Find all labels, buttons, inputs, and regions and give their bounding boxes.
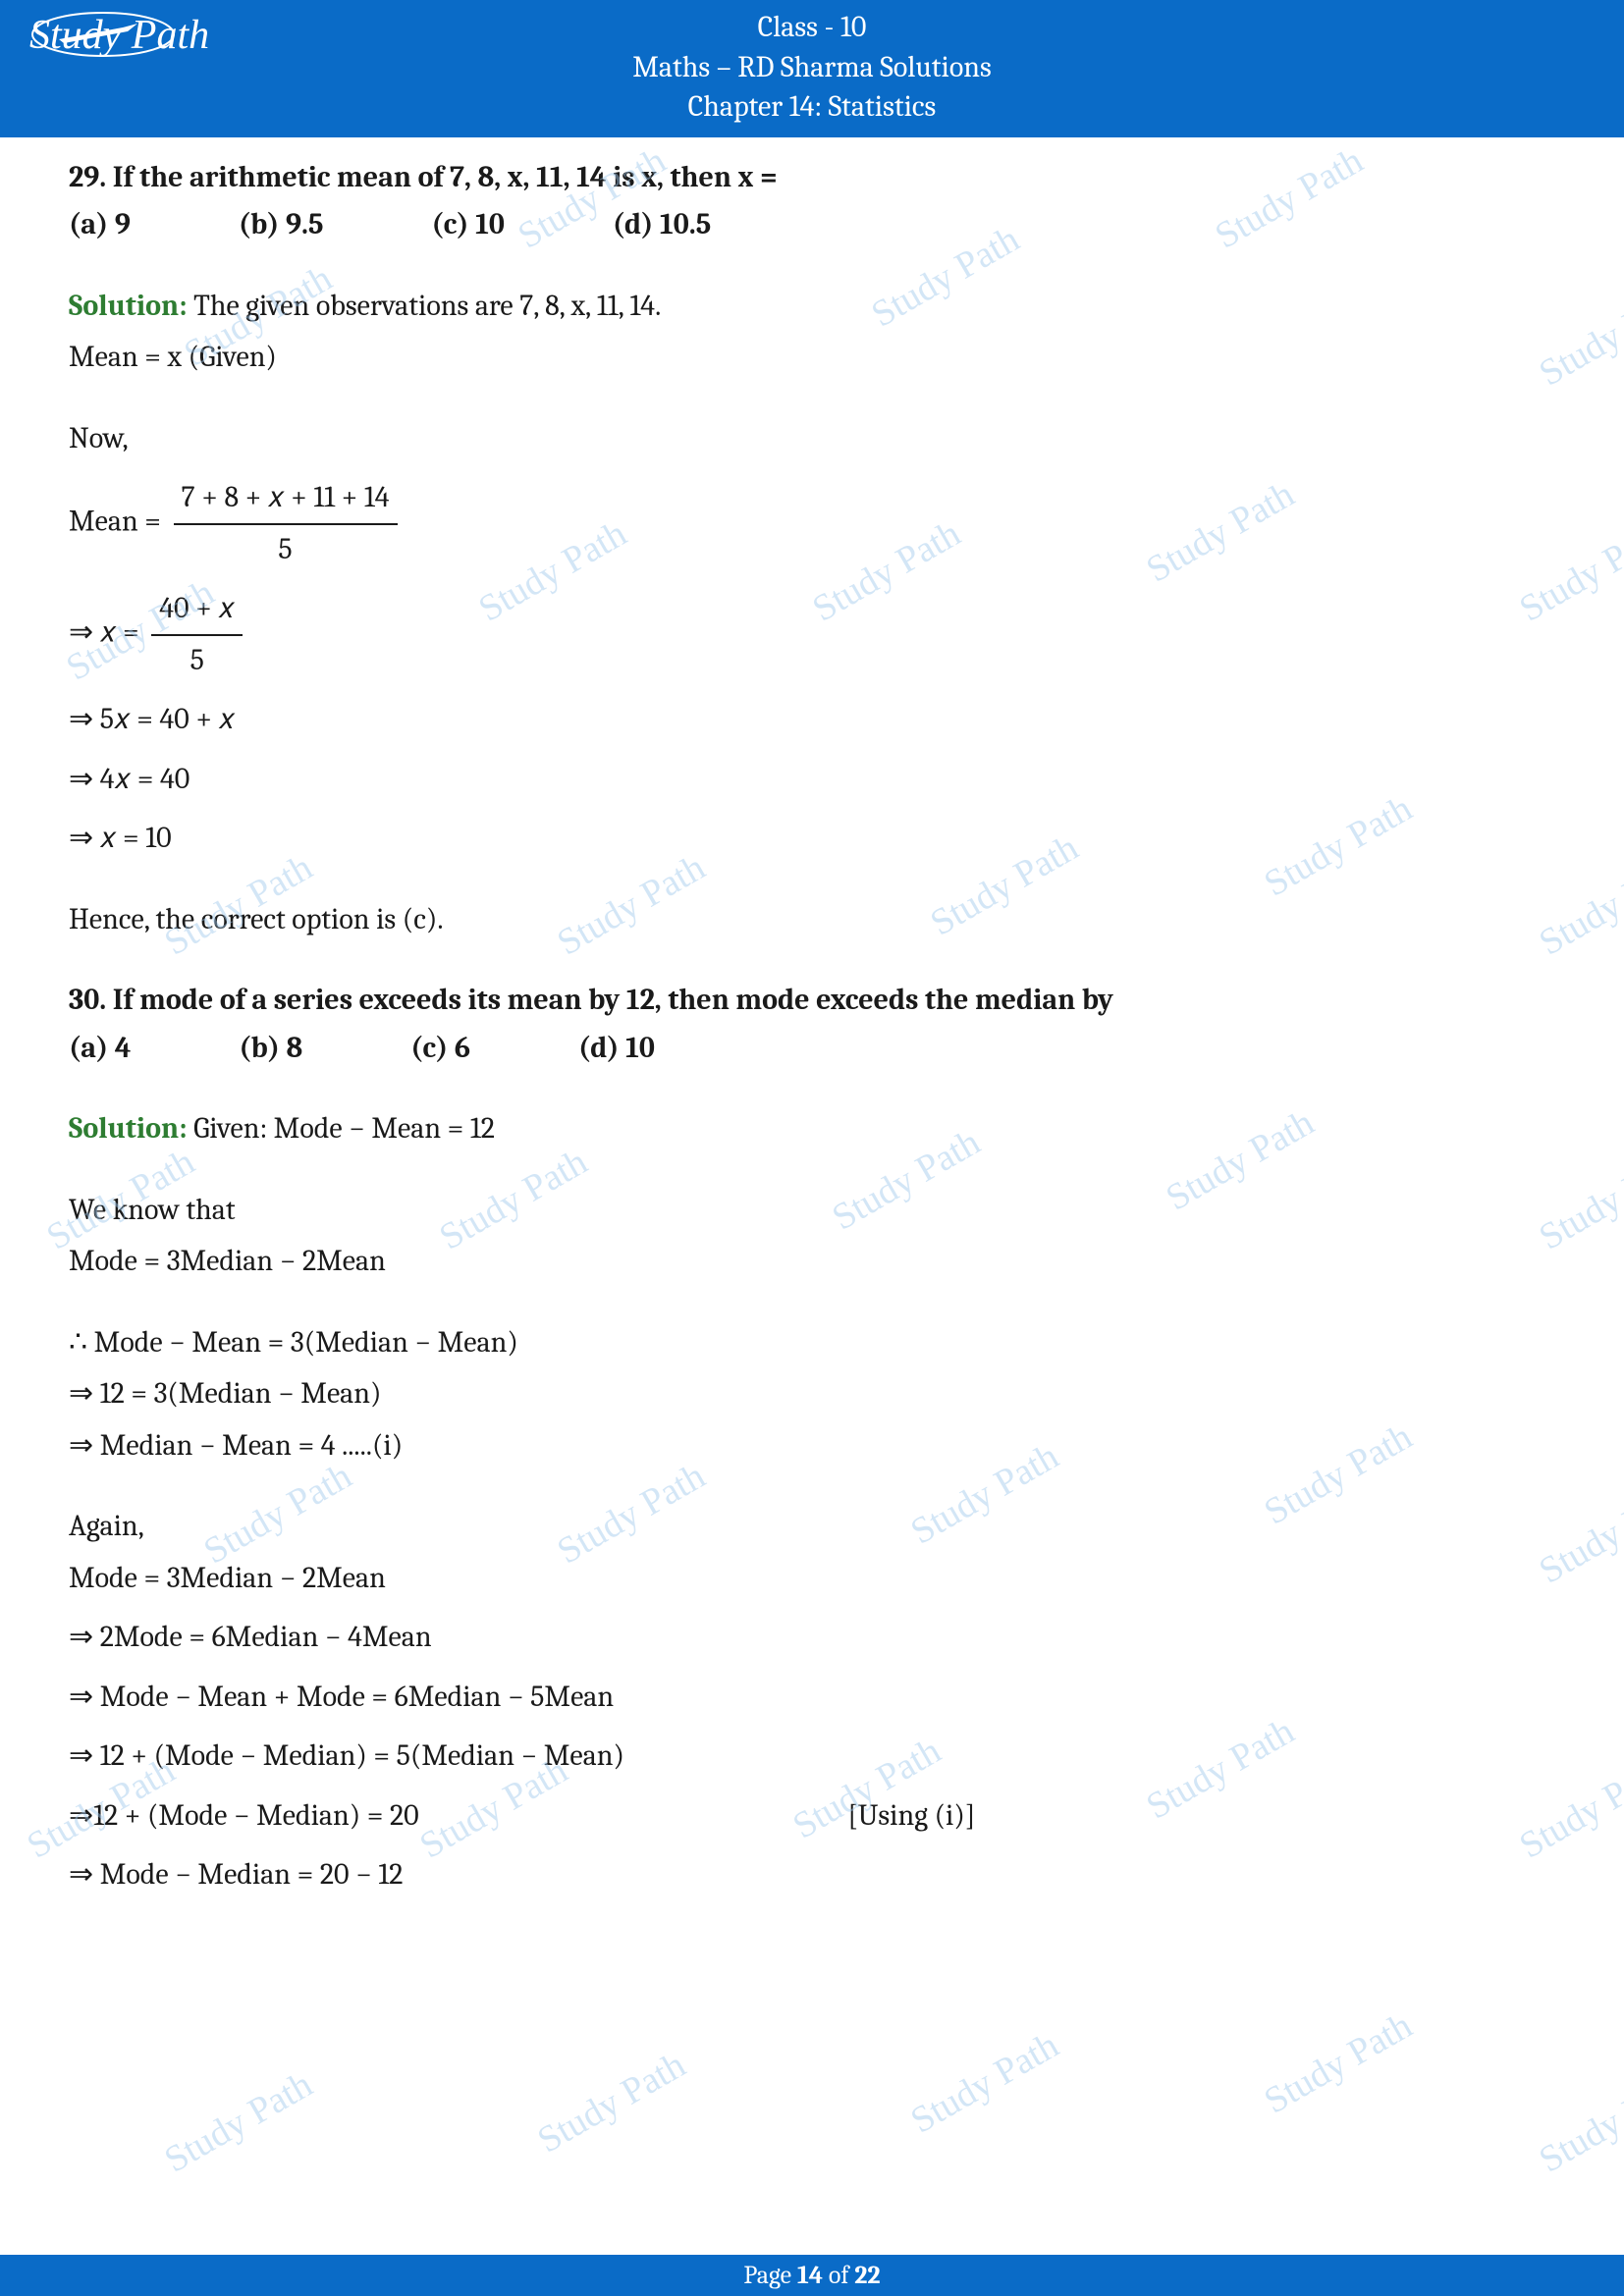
option-d: (d) 10 xyxy=(578,1026,655,1072)
solution-29: Solution: The given observations are 7, … xyxy=(69,284,1555,381)
frac1-den: 5 xyxy=(174,525,398,573)
line8: ⇒12 + (Mode − Median) = 20 [Using (i)] xyxy=(69,1793,1555,1840)
conclusion-29: Hence, the correct option is (c). xyxy=(69,897,1555,943)
option-d: (d) 10.5 xyxy=(613,202,711,248)
step2-prefix: ⇒ 𝑥 = xyxy=(69,615,145,650)
line6: ⇒ Mode − Mean + Mode = 6Median − 5Mean xyxy=(69,1675,1555,1721)
option-c: (c) 10 xyxy=(432,202,505,248)
we-know-label: We know that xyxy=(69,1188,1555,1234)
watermark-text: Study Path xyxy=(1257,2004,1420,2123)
step-5: ⇒ 𝑥 = 10 xyxy=(69,816,1555,862)
option-b: (b) 9.5 xyxy=(239,202,324,248)
solution-30: Solution: Given: Mode − Mean = 12 xyxy=(69,1106,1555,1152)
solution-label: Solution: xyxy=(69,289,188,323)
header-chapter: Chapter 14: Statistics xyxy=(0,87,1624,128)
fraction-1: 7 + 8 + 𝑥 + 11 + 14 5 xyxy=(174,475,398,572)
line5: ⇒ 2Mode = 6Median − 4Mean xyxy=(69,1615,1555,1661)
question-29-options: (a) 9 (b) 9.5 (c) 10 (d) 10.5 xyxy=(69,202,1555,248)
step-4: ⇒ 4𝑥 = 40 xyxy=(69,757,1555,803)
line7: ⇒ 12 + (Mode − Median) = 5(Median − Mean… xyxy=(69,1734,1555,1780)
line8-left: ⇒12 + (Mode − Median) = 20 xyxy=(69,1798,419,1833)
step-2: ⇒ 𝑥 = 40 + 𝑥 5 xyxy=(69,586,1555,683)
header-subject: Maths – RD Sharma Solutions xyxy=(0,48,1624,88)
logo-text: Study Path xyxy=(29,8,209,64)
footer-page: 14 xyxy=(797,2261,823,2290)
option-a: (a) 9 xyxy=(69,202,131,248)
header-class: Class - 10 xyxy=(0,8,1624,48)
footer-mid: of xyxy=(823,2261,854,2290)
derivation-1: ∴ Mode − Mean = 3(Median − Mean) ⇒ 12 = … xyxy=(69,1320,1555,1469)
mean-prefix: Mean = xyxy=(69,505,168,539)
again-block: Again, Mode = 3Median − 2Mean ⇒ 2Mode = … xyxy=(69,1504,1555,1898)
frac1-num: 7 + 8 + 𝑥 + 11 + 14 xyxy=(174,475,398,525)
option-c: (c) 6 xyxy=(410,1026,470,1072)
option-b: (b) 8 xyxy=(239,1026,302,1072)
frac2-num: 40 + 𝑥 xyxy=(151,586,243,636)
fraction-2: 40 + 𝑥 5 xyxy=(151,586,243,683)
watermark-text: Study Path xyxy=(1532,2063,1624,2182)
page-header: Study Path Class - 10 Maths – RD Sharma … xyxy=(0,0,1624,137)
line2: ⇒ 12 = 3(Median − Mean) xyxy=(69,1371,1555,1417)
we-know: We know that Mode = 3Median − 2Mean xyxy=(69,1188,1555,1285)
now-label: Now, xyxy=(69,416,1555,462)
solution-intro: Given: Mode − Mean = 12 xyxy=(188,1111,495,1146)
line1: ∴ Mode − Mean = 3(Median − Mean) xyxy=(69,1320,1555,1366)
question-30: 30. If mode of a series exceeds its mean… xyxy=(69,978,1555,1024)
mean-equation: Mean = 7 + 8 + 𝑥 + 11 + 14 5 xyxy=(69,475,1555,572)
mean-given: Mean = x (Given) xyxy=(69,335,1555,381)
footer-prefix: Page xyxy=(743,2261,796,2290)
step-3: ⇒ 5𝑥 = 40 + 𝑥 xyxy=(69,697,1555,743)
page-footer: Page 14 of 22 xyxy=(0,2255,1624,2296)
option-a: (a) 4 xyxy=(69,1026,131,1072)
solution-29-work: Now, Mean = 7 + 8 + 𝑥 + 11 + 14 5 ⇒ 𝑥 = … xyxy=(69,416,1555,862)
formula: Mode = 3Median − 2Mean xyxy=(69,1239,1555,1285)
footer-total: 22 xyxy=(854,2261,880,2290)
frac2-den: 5 xyxy=(151,636,243,684)
solution-label: Solution: xyxy=(69,1111,188,1146)
line9: ⇒ Mode − Median = 20 − 12 xyxy=(69,1852,1555,1898)
page-content: 29. If the arithmetic mean of 7, 8, x, 1… xyxy=(0,137,1624,1898)
solution-intro: The given observations are 7, 8, x, 11, … xyxy=(188,289,662,323)
watermark-text: Study Path xyxy=(530,2044,693,2163)
question-29: 29. If the arithmetic mean of 7, 8, x, 1… xyxy=(69,155,1555,201)
again-label: Again, xyxy=(69,1504,1555,1550)
line3: ⇒ Median − Mean = 4 .....(i) xyxy=(69,1423,1555,1469)
watermark-text: Study Path xyxy=(157,2063,320,2182)
line8-right: [Using (i)] xyxy=(847,1798,975,1833)
line4: Mode = 3Median − 2Mean xyxy=(69,1556,1555,1602)
question-30-options: (a) 4 (b) 8 (c) 6 (d) 10 xyxy=(69,1026,1555,1072)
watermark-text: Study Path xyxy=(903,2024,1066,2143)
